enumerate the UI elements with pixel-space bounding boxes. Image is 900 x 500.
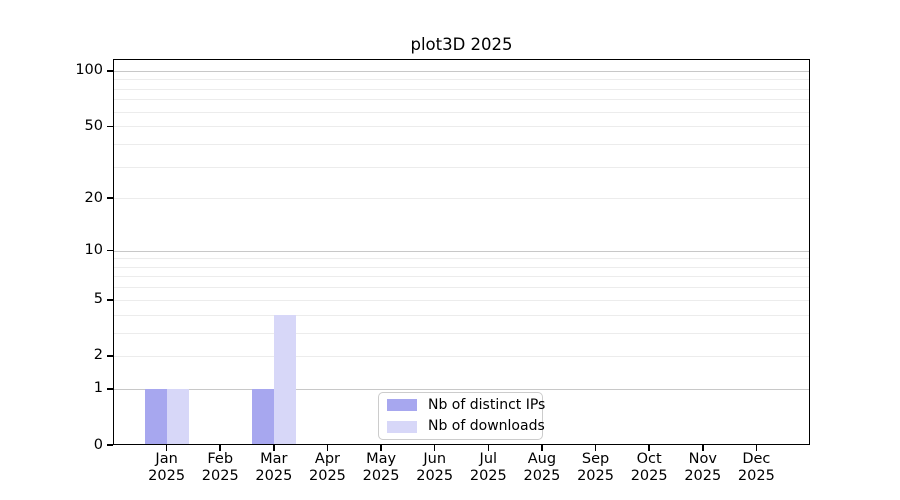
gridline-minor	[114, 167, 809, 168]
x-tick	[487, 445, 490, 451]
gridline-minor	[114, 126, 809, 127]
x-tick	[541, 445, 543, 451]
gridline-minor	[114, 300, 809, 301]
bar-nb-of-downloads-mar	[273, 314, 296, 445]
y-tick-label: 1	[93, 380, 103, 397]
bar-nb-of-downloads-jan	[166, 388, 189, 445]
x-tick-label: Nov 2025	[684, 451, 722, 484]
y-tick-label: 50	[84, 117, 103, 134]
x-tick-label: Aug 2025	[523, 451, 561, 484]
gridline-minor	[114, 287, 809, 288]
gridline-minor	[114, 258, 809, 259]
x-tick-label: Jun 2025	[416, 451, 454, 484]
y-tick	[107, 355, 113, 357]
legend-item-downloads: Nb of downloads	[387, 418, 545, 437]
gridline-major	[114, 251, 809, 252]
bar-nb-of-distinct-ips-mar	[251, 388, 274, 445]
x-tick-label: Apr 2025	[309, 451, 346, 484]
gridline-minor	[114, 356, 809, 357]
gridline-minor	[114, 89, 809, 90]
legend: Nb of distinct IPs Nb of downloads	[378, 392, 545, 440]
gridline-minor	[114, 276, 809, 277]
bar-nb-of-distinct-ips-jan	[144, 388, 167, 445]
y-tick	[107, 299, 113, 301]
x-tick	[433, 445, 436, 451]
x-tick-label: Dec 2025	[737, 451, 775, 484]
x-tick	[326, 445, 329, 451]
legend-swatch-distinct-ips	[387, 399, 417, 412]
x-tick	[702, 445, 704, 451]
x-tick-label: Feb 2025	[201, 451, 239, 484]
gridline-minor	[114, 267, 809, 268]
x-tick-label: May 2025	[362, 451, 400, 484]
gridline-minor	[114, 144, 809, 145]
x-tick	[380, 445, 382, 451]
y-tick	[107, 444, 113, 446]
x-tick	[165, 445, 168, 451]
y-tick	[107, 125, 113, 128]
y-tick-label: 10	[84, 242, 103, 259]
x-tick-label: Sep 2025	[577, 451, 614, 484]
y-tick-label: 100	[75, 62, 103, 79]
x-tick	[219, 445, 221, 451]
gridline-minor	[114, 99, 809, 100]
chart-title: plot3D 2025	[410, 35, 513, 54]
x-tick-label: Oct 2025	[630, 451, 668, 484]
gridline-minor	[114, 333, 809, 334]
y-tick	[107, 70, 113, 72]
y-tick	[107, 388, 113, 390]
y-tick-label: 2	[93, 347, 103, 364]
x-tick-label: Jan 2025	[148, 451, 186, 484]
x-tick	[273, 445, 275, 451]
x-tick	[594, 445, 597, 451]
x-tick	[755, 445, 758, 451]
gridline-minor	[114, 198, 809, 199]
gridline-minor	[114, 112, 809, 113]
y-tick-label: 0	[93, 436, 103, 453]
y-tick	[107, 249, 113, 252]
x-tick	[648, 445, 650, 451]
gridline-minor	[114, 315, 809, 316]
legend-label-distinct-ips: Nb of distinct IPs	[428, 396, 546, 413]
plot-frame	[113, 59, 810, 445]
y-tick	[107, 197, 113, 199]
legend-item-distinct-ips: Nb of distinct IPs	[387, 396, 545, 415]
x-tick-label: Jul 2025	[469, 451, 507, 484]
legend-label-downloads: Nb of downloads	[428, 418, 545, 435]
gridline-major	[114, 389, 809, 390]
y-tick-label: 5	[93, 291, 103, 308]
x-tick-label: Mar 2025	[255, 451, 293, 484]
gridline-minor	[114, 79, 809, 80]
y-tick-label: 20	[84, 189, 103, 206]
legend-swatch-downloads	[387, 420, 417, 433]
gridline-major	[114, 71, 809, 72]
